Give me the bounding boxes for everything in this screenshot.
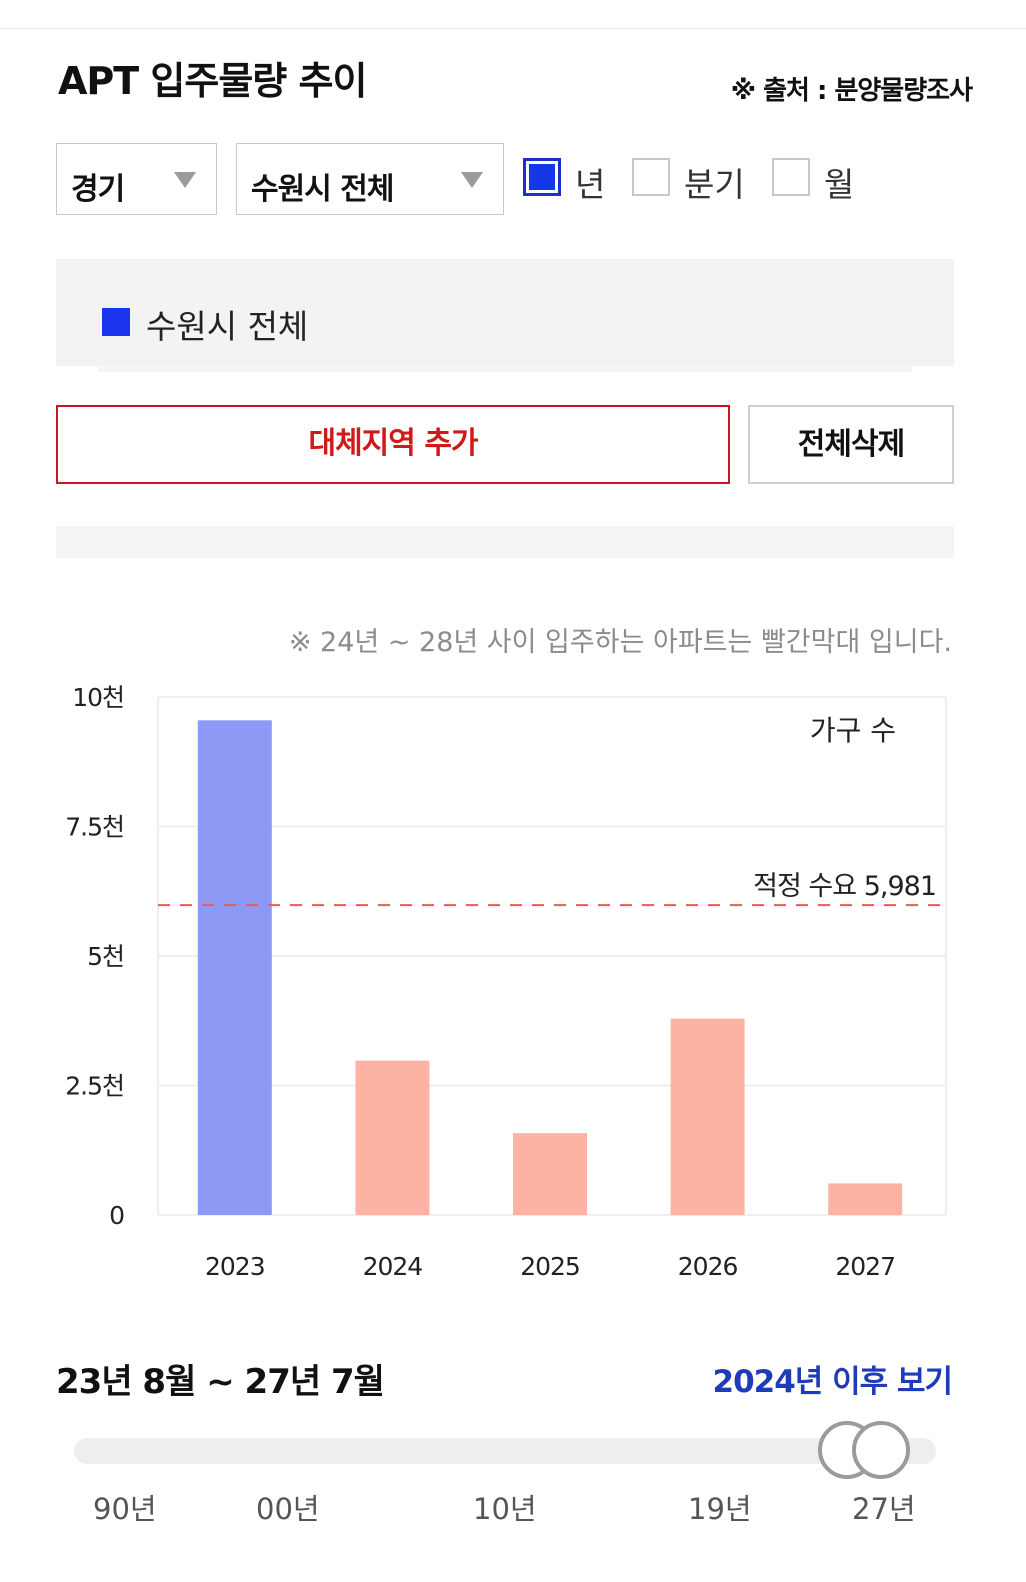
triangle-down-icon xyxy=(174,172,196,188)
bar-2026[interactable] xyxy=(670,1018,745,1215)
x-tick-label: 2024 xyxy=(363,1252,423,1281)
checkbox-icon xyxy=(772,158,810,196)
source-note: ※ 출처 : 분양물량조사 xyxy=(730,76,973,106)
period-month-label: 월 xyxy=(824,165,855,204)
year-range-slider[interactable] xyxy=(74,1438,936,1464)
add-region-button[interactable]: 대체지역 추가 xyxy=(56,405,730,484)
slider-tick: 90년 xyxy=(93,1492,157,1526)
y-tick-label: 10천 xyxy=(72,683,124,712)
checkbox-icon xyxy=(523,158,561,196)
x-tick-label: 2023 xyxy=(205,1252,265,1281)
legend-scrollbar[interactable] xyxy=(98,366,912,372)
y-tick-label: 2.5천 xyxy=(65,1072,124,1101)
slider-tick: 10년 xyxy=(473,1492,537,1526)
top-divider xyxy=(0,28,1026,29)
bar-2027[interactable] xyxy=(828,1183,903,1215)
slider-tick: 27년 xyxy=(852,1492,916,1526)
date-range-text: 23년 8월 ~ 27년 7월 xyxy=(56,1362,385,1402)
bar-2025[interactable] xyxy=(513,1133,587,1215)
chart-note: ※ 24년 ~ 28년 사이 입주하는 아파트는 빨간막대 입니다. xyxy=(288,627,952,658)
x-tick-label: 2027 xyxy=(835,1252,895,1281)
slider-tick: 00년 xyxy=(256,1492,320,1526)
province-select-value: 경기 xyxy=(71,172,125,207)
city-select[interactable]: 수원시 전체 xyxy=(236,143,504,215)
triangle-down-icon xyxy=(461,172,483,188)
bar-2023[interactable] xyxy=(197,720,272,1215)
delete-all-button[interactable]: 전체삭제 xyxy=(748,405,954,484)
x-tick-label: 2025 xyxy=(520,1252,580,1281)
section-divider xyxy=(56,526,954,558)
view-after-2024-link[interactable]: 2024년 이후 보기 xyxy=(712,1364,953,1400)
y-tick-label: 5천 xyxy=(87,942,124,971)
slider-tick: 19년 xyxy=(688,1492,752,1526)
x-tick-label: 2026 xyxy=(678,1252,738,1281)
period-quarter-label: 분기 xyxy=(684,165,745,204)
reference-line-label: 적정 수요 5,981 xyxy=(753,871,936,902)
y-tick-label: 7.5천 xyxy=(65,813,124,842)
slider-end-handle[interactable] xyxy=(852,1421,910,1479)
checkbox-icon xyxy=(632,158,670,196)
y-tick-label: 0 xyxy=(109,1201,124,1230)
legend-label: 수원시 전체 xyxy=(146,307,309,346)
page-title: APT 입주물량 추이 xyxy=(58,59,367,103)
bar-chart: 0 2.5천 5천 7.5천 10천 2023 2024 2025 2026 2027 적정 수… xyxy=(65,683,947,1281)
legend-panel xyxy=(56,259,954,366)
period-year-label: 년 xyxy=(575,165,606,204)
bar-2024[interactable] xyxy=(355,1060,430,1215)
city-select-value: 수원시 전체 xyxy=(251,172,394,207)
legend-swatch xyxy=(102,308,130,336)
y-axis-label: 가구 수 xyxy=(810,714,896,747)
province-select[interactable]: 경기 xyxy=(56,143,217,215)
